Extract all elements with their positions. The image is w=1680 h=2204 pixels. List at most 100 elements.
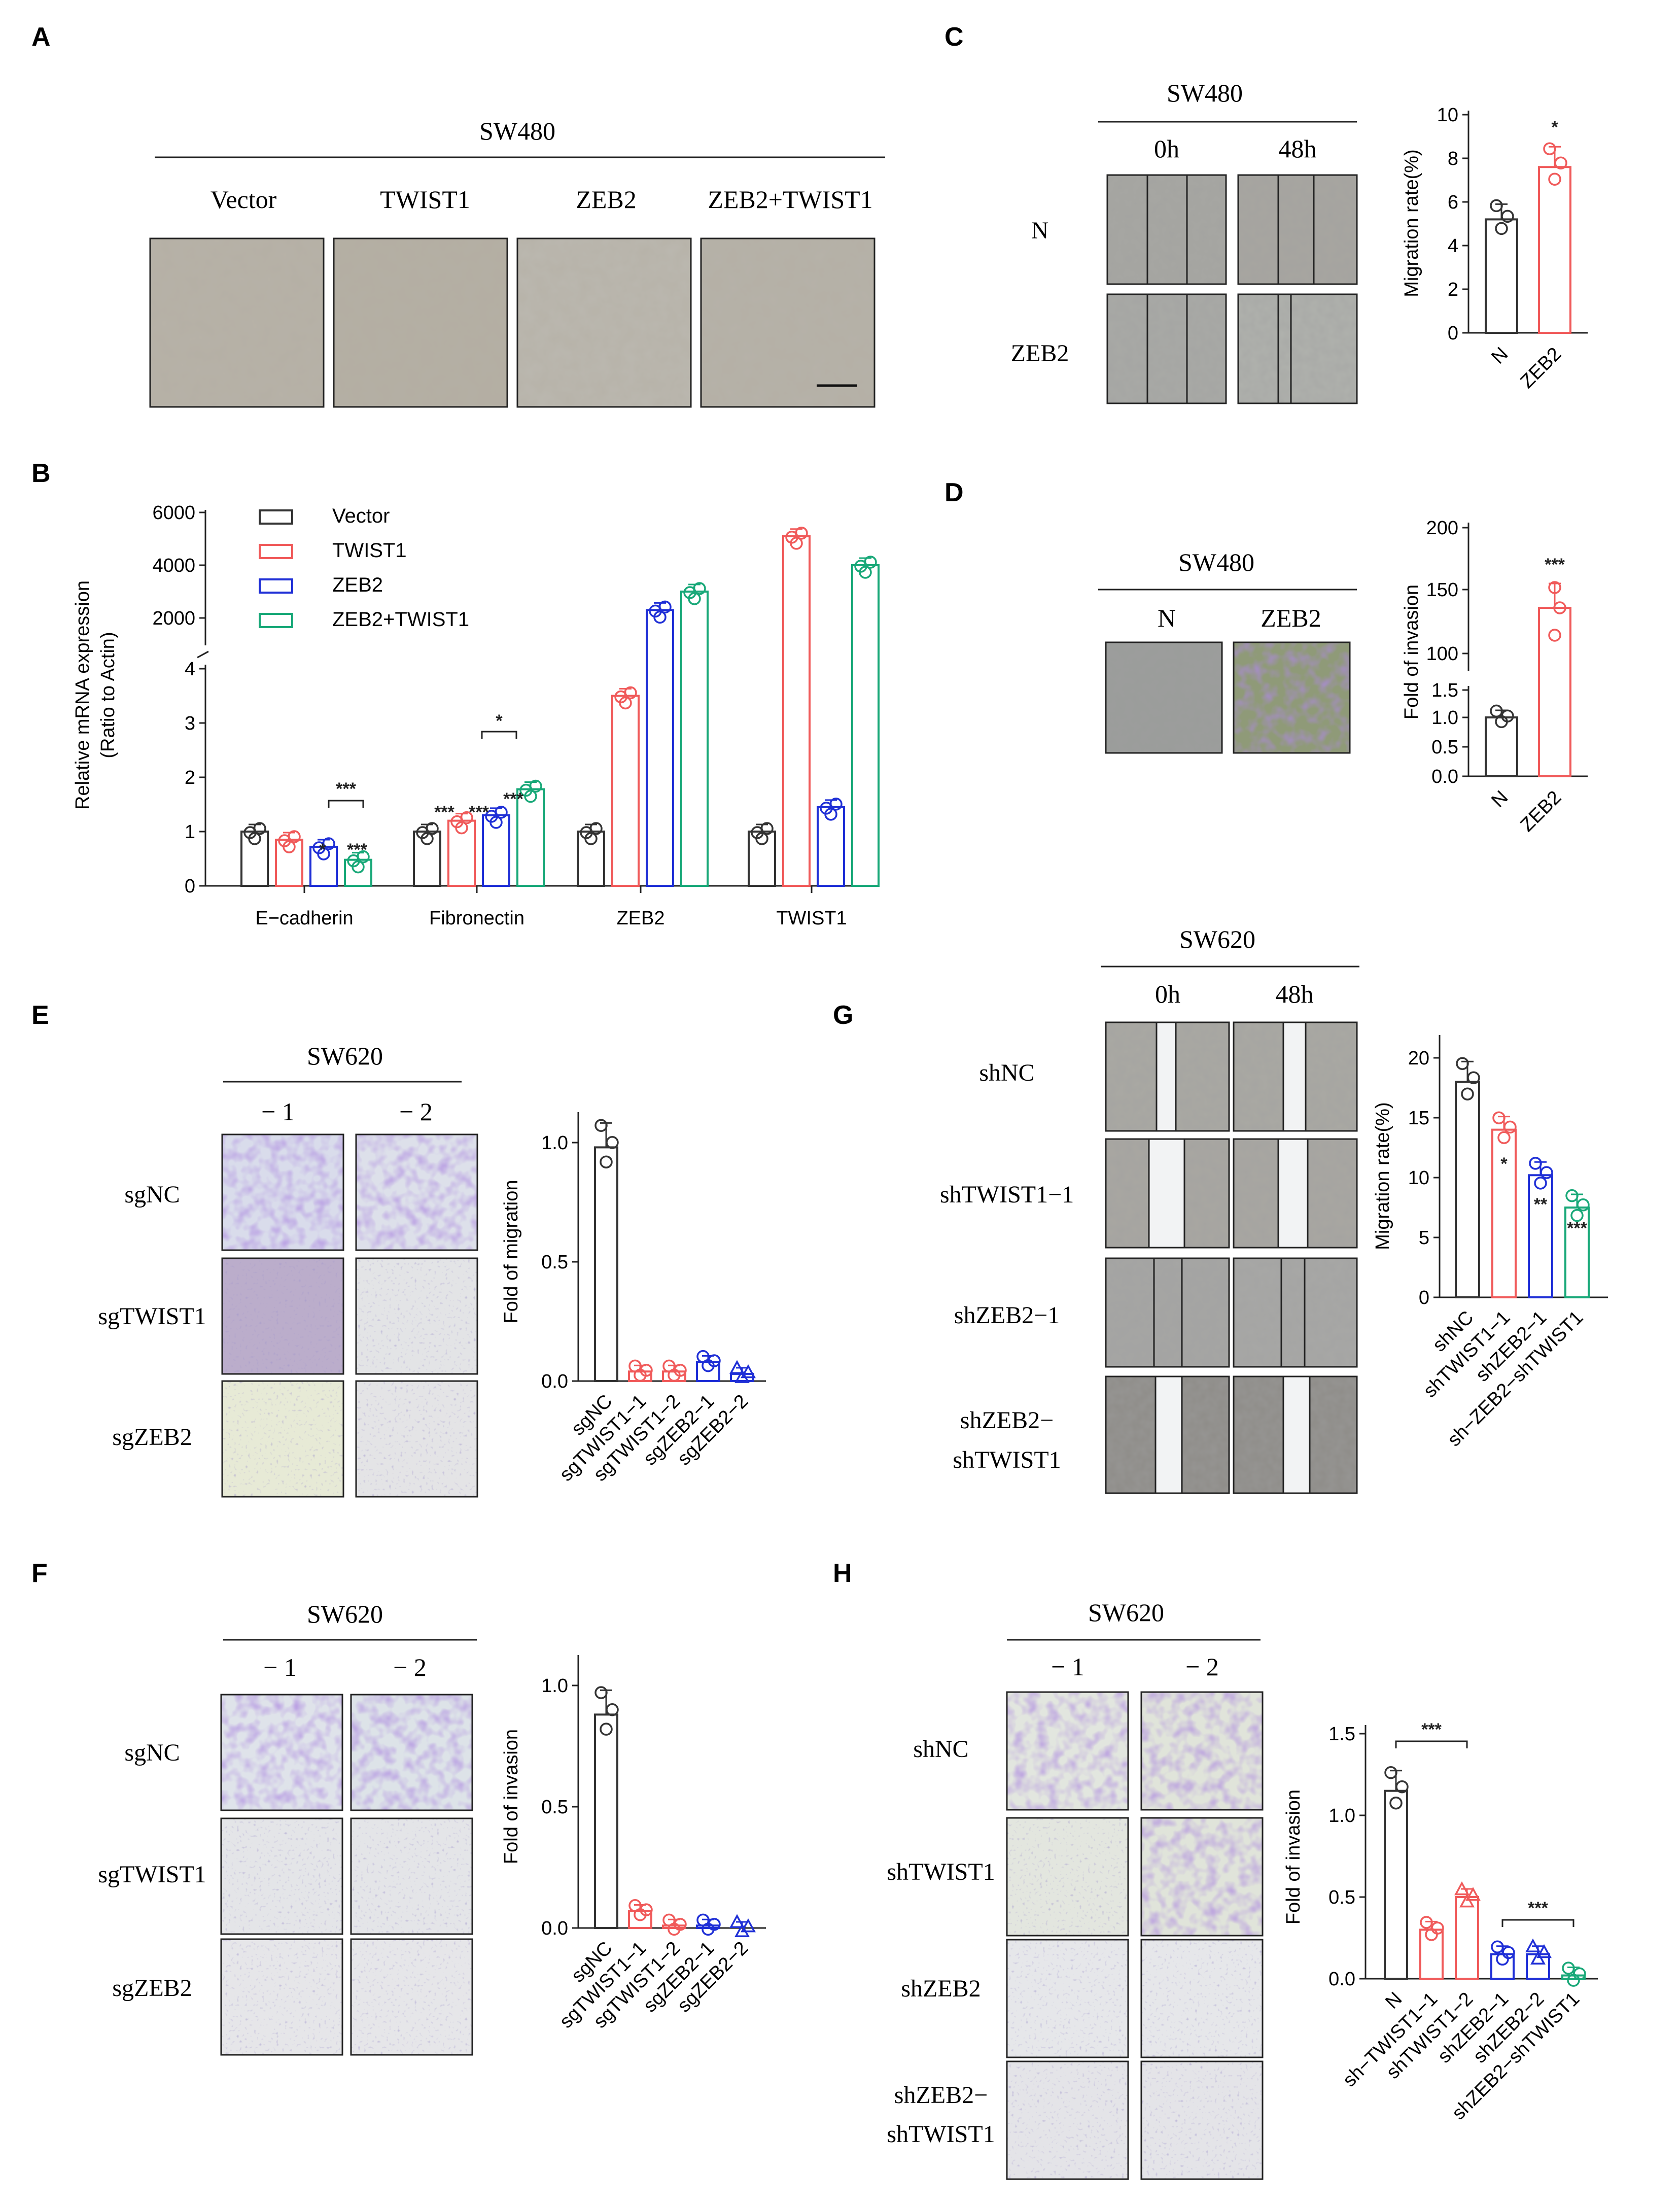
row-label: shNC — [979, 1059, 1034, 1086]
data-point — [1425, 1928, 1438, 1941]
data-point — [1529, 1157, 1542, 1170]
panel-label-c: C — [944, 22, 964, 52]
invasion-image — [1105, 641, 1223, 754]
data-point — [729, 1360, 745, 1374]
scratch-image — [1237, 293, 1358, 404]
column-label: − 1 — [263, 1653, 297, 1681]
row-label: sgTWIST1 — [98, 1861, 206, 1888]
x-tick-label: N — [1487, 343, 1512, 368]
y-tick-label: 10 — [1408, 1167, 1429, 1189]
transwell-image — [1140, 1691, 1264, 1811]
scratch-image — [1237, 174, 1358, 285]
scratch-image — [1106, 174, 1227, 285]
column-label: N — [1158, 604, 1176, 632]
legend-swatch — [259, 578, 293, 594]
transwell-image — [1006, 1939, 1129, 2058]
transwell-image — [350, 1817, 473, 1935]
y-tick-label: 1.0 — [1431, 707, 1458, 729]
column-label: 48h — [1276, 980, 1314, 1008]
y-tick-label: 200 — [1426, 518, 1458, 539]
data-point — [688, 592, 701, 605]
x-tick-label: TWIST1 — [776, 908, 847, 929]
y-tick-label: 0.0 — [1431, 766, 1458, 787]
data-point — [1548, 581, 1561, 594]
scratch-image — [1233, 1021, 1358, 1132]
bar — [1384, 1789, 1408, 1980]
data-point — [421, 832, 434, 845]
bar — [240, 831, 269, 887]
data-point — [600, 1155, 613, 1168]
panel-label-f: F — [31, 1559, 48, 1588]
data-point — [1577, 1198, 1590, 1212]
significance-bracket — [1395, 1740, 1468, 1748]
data-point — [1492, 1111, 1506, 1124]
data-point — [755, 832, 768, 845]
data-point — [1565, 1189, 1579, 1202]
bar — [594, 1713, 618, 1930]
data-point — [1562, 1961, 1575, 1975]
transwell-image — [350, 1938, 473, 2056]
data-point — [1570, 1209, 1584, 1222]
transwell-image — [221, 1133, 344, 1251]
column-label: TWIST1 — [380, 185, 470, 214]
y-tick-label: 0.0 — [1328, 1969, 1355, 1990]
bar — [1528, 1174, 1553, 1299]
column-label: 0h — [1155, 980, 1180, 1008]
data-point — [1395, 1780, 1409, 1794]
data-point — [1495, 222, 1508, 235]
transwell-image — [355, 1257, 478, 1375]
data-point — [1459, 1893, 1475, 1908]
panel-a-images: SW480 Vector TWIST1 ZEB2 ZEB2+TWIST1 — [149, 117, 885, 408]
micrograph — [700, 237, 876, 408]
data-point — [1534, 1177, 1547, 1190]
data-point — [1389, 1796, 1403, 1810]
y-axis-title: (Ratio to Actin) — [97, 632, 119, 758]
data-point — [1497, 1131, 1511, 1144]
y-tick-label: 0.5 — [541, 1797, 568, 1818]
y-tick-label: 4000 — [152, 555, 195, 576]
scratch-image — [1233, 1375, 1358, 1494]
bar — [646, 609, 674, 887]
data-point — [634, 1908, 647, 1921]
row-label: sgZEB2 — [112, 1975, 192, 2002]
data-point — [1501, 210, 1514, 223]
data-point — [1496, 1952, 1509, 1966]
data-point — [1454, 1881, 1469, 1896]
y-tick-label: 4 — [185, 659, 195, 680]
bar — [447, 819, 476, 887]
data-point — [1530, 1950, 1546, 1965]
bar — [1455, 1081, 1480, 1298]
y-tick-label: 0.5 — [1328, 1887, 1355, 1908]
y-tick-label: 1.5 — [1328, 1724, 1355, 1745]
significance-mark: *** — [1528, 1899, 1548, 1918]
y-axis-title: Fold of invasion — [501, 1729, 522, 1864]
column-label: 48h — [1279, 134, 1317, 163]
transwell-image — [1006, 1817, 1129, 1937]
x-tick-label: N — [1381, 1988, 1406, 2013]
y-tick-label: 4 — [1448, 235, 1458, 257]
data-point — [589, 822, 603, 835]
data-point — [524, 789, 537, 803]
data-point — [702, 1922, 715, 1936]
y-tick-label: 1.0 — [541, 1675, 568, 1697]
scratch-image — [1105, 1375, 1230, 1494]
transwell-image — [1140, 1817, 1264, 1937]
column-label: ZEB2 — [1261, 604, 1321, 632]
data-point — [668, 1368, 681, 1382]
significance-mark: *** — [503, 789, 523, 809]
transwell-image — [1140, 2060, 1264, 2180]
chart-c: 0 2 4 6 8 10 Migration rate(%) * N ZEB2 — [1401, 105, 1588, 393]
scratch-image — [1105, 1257, 1230, 1368]
cell-line-label: SW620 — [1088, 1598, 1164, 1627]
data-point — [317, 847, 330, 860]
data-point — [352, 860, 365, 874]
transwell-image — [221, 1380, 344, 1498]
x-tick-label: N — [1487, 787, 1512, 812]
data-point — [529, 779, 542, 793]
bar — [1419, 1928, 1444, 1980]
micrograph — [516, 237, 692, 408]
significance-mark: *** — [1421, 1720, 1442, 1739]
column-label: − 2 — [393, 1653, 427, 1681]
